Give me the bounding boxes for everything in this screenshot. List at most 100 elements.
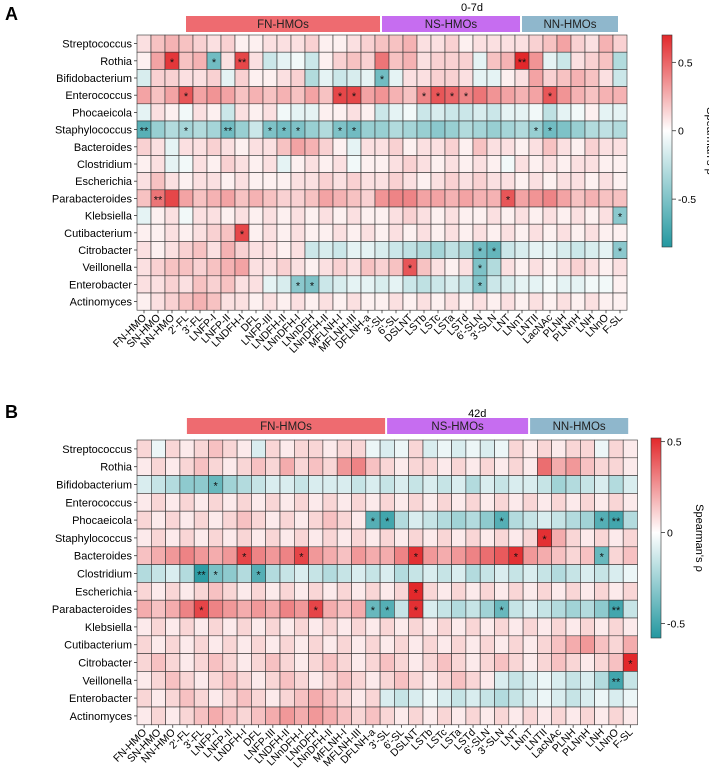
heatmap-cell [193,510,209,530]
heatmap-cell [551,475,567,494]
heatmap-cell [165,706,181,726]
heatmap-cell [565,582,581,601]
heatmap-cell [136,688,152,708]
heatmap-cell [584,189,600,208]
heatmap-cell [556,69,572,87]
heatmap-cell [192,223,208,242]
heatmap-cell [248,103,264,122]
heatmap-cell [522,439,538,459]
heatmap-cell [248,86,264,105]
heatmap-cell [150,223,166,242]
heatmap-cell [388,189,404,208]
heatmap-cell [365,582,381,601]
heatmap-cell [579,475,595,494]
heatmap-cell [542,206,558,225]
heatmap-cell [179,528,195,548]
significance-mark: * [268,126,273,138]
heatmap-cell [262,189,278,208]
heatmap-cell [479,688,495,708]
heatmap-cell [151,546,166,565]
heatmap-cell [444,51,460,70]
heatmap-cell [494,582,510,601]
heatmap-cell [165,564,181,583]
heatmap-cell [556,137,572,156]
heatmap-cell [551,653,567,672]
heatmap-cell [594,671,610,690]
heatmap-cell [251,706,266,726]
heatmap-cell [500,137,516,156]
heatmap-cell [193,617,209,637]
heatmap-cell [179,546,195,565]
heatmap-cell [565,617,581,637]
heatmap-cell [542,275,558,294]
heatmap-cell [262,103,278,122]
heatmap-cell [556,120,572,139]
heatmap-cell [308,439,324,459]
heatmap-cell [360,86,376,105]
heatmap-cell [451,528,467,548]
heatmap-cell [402,189,418,208]
heatmap-cell [351,635,367,654]
heatmap-cell [479,582,495,601]
significance-mark: * [184,126,189,138]
heatmap-cell [570,206,586,225]
heatmap-cell [276,51,292,70]
row-label: Citrobacter [78,658,132,670]
heatmap-cell [222,635,238,654]
heatmap-cell [236,706,252,726]
row-label: Parabacteroides [52,193,133,205]
heatmap-cell [251,510,266,530]
colorbar: 0.5 0 -0.5 Spearman's ρ [661,34,709,248]
heatmap-cell [612,86,628,105]
heatmap-cell [594,653,610,672]
heatmap-cell [522,653,538,672]
heatmap-cell [262,69,278,87]
row-label: Enterococcus [65,497,132,509]
heatmap-cell [336,510,352,530]
group-bar-fn-hmos: FN-HMOs [186,418,386,434]
heatmap-cell [612,137,628,156]
heatmap-cell [332,155,348,173]
heatmap-cell [193,493,209,512]
heatmap-cell [276,223,292,242]
heatmap-cell [451,617,467,637]
heatmap-cell [598,137,614,156]
heatmap-cell [178,51,194,70]
heatmap-cell [192,258,208,277]
heatmap-cell [422,510,438,530]
heatmap-cell [206,206,222,225]
heatmap-cell [222,528,238,548]
heatmap-cell [479,635,495,654]
heatmap-cell [514,69,530,87]
heatmap-cell [220,172,236,191]
heatmap-cell [486,103,502,122]
heatmap-cell [500,172,516,191]
heatmap-cell [262,34,278,53]
heatmap-cell [151,706,166,726]
heatmap-cell [136,103,152,122]
heatmap-cell [150,172,166,191]
heatmap-cell [388,172,404,191]
heatmap-cell [458,155,474,173]
heatmap-cell [346,137,362,156]
heatmap-cell [279,599,295,619]
heatmap-cell [584,292,600,311]
heatmap-cell [262,155,278,173]
heatmap-cell [208,617,224,637]
heatmap-cell [279,493,295,512]
heatmap-cell [179,635,195,654]
heatmap-cell [248,172,264,191]
significance-mark: * [242,552,247,564]
heatmap-cell [248,137,264,156]
heatmap-cell [422,599,438,619]
heatmap-cell [290,103,306,122]
heatmap-cell [622,688,638,708]
heatmap-cell [528,172,544,191]
heatmap-cell [479,617,495,637]
heatmap-cell [394,582,409,601]
heatmap-cell [556,206,572,225]
heatmap-cell [565,706,581,726]
row-label: Rothia [100,56,133,68]
heatmap-cell [465,528,481,548]
heatmap-cell [262,206,278,225]
